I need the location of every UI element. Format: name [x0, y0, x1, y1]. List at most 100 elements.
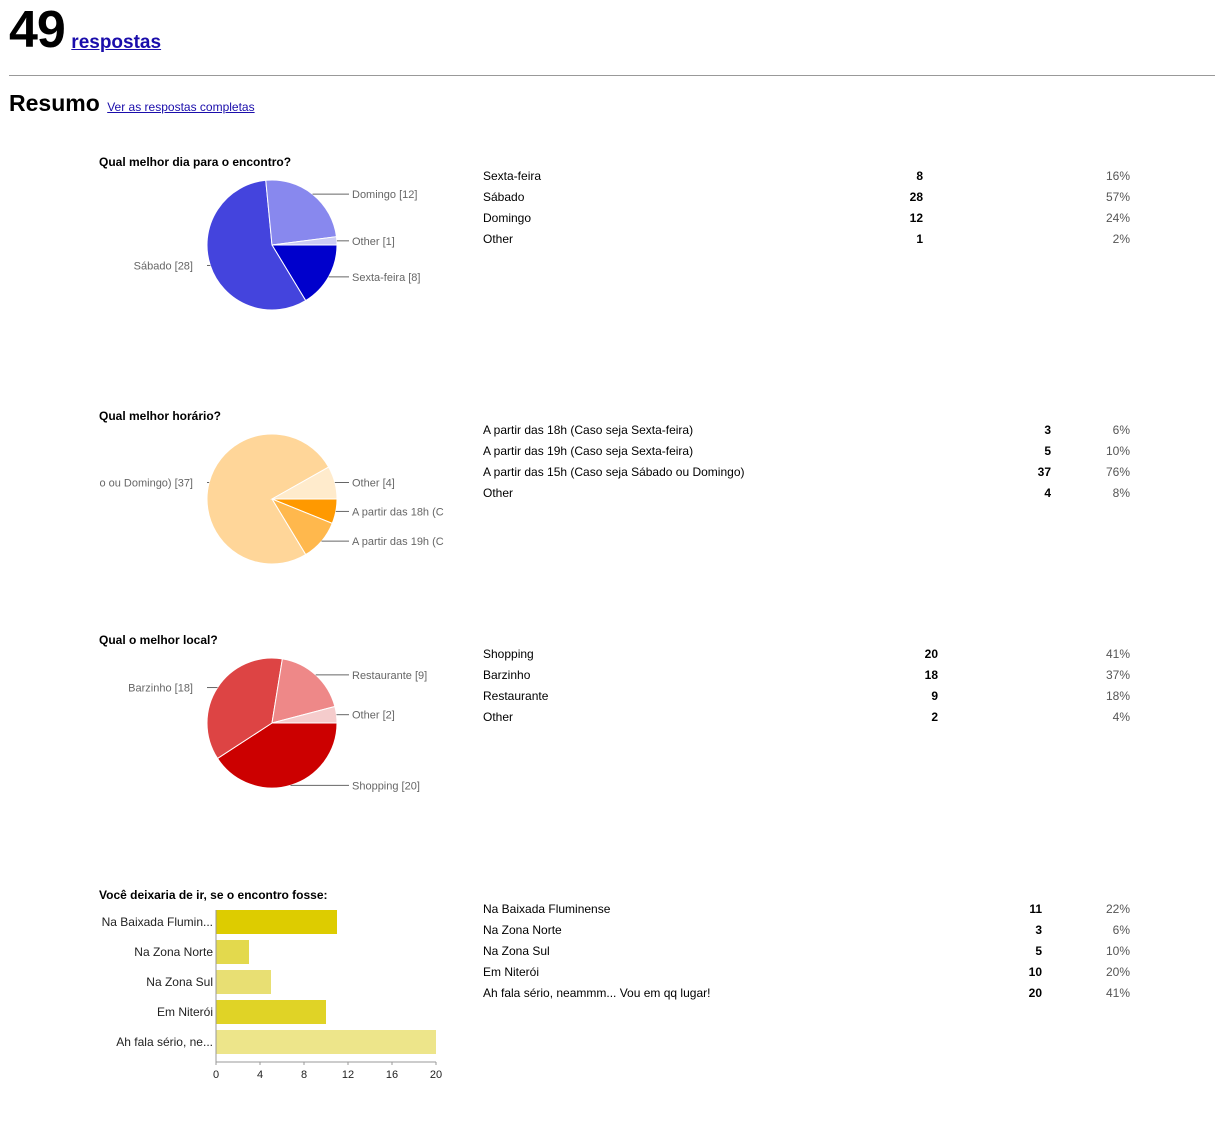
- result-percent: 20%: [1105, 965, 1130, 979]
- result-count: 5: [1035, 944, 1042, 958]
- result-percent: 6%: [1112, 923, 1130, 937]
- result-count: 20: [1028, 986, 1042, 1000]
- result-count: 37: [1037, 465, 1051, 479]
- result-count: 18: [924, 668, 938, 682]
- response-header: 49 respostas: [9, 4, 161, 56]
- responses-link[interactable]: respostas: [71, 32, 162, 53]
- question-title: Qual melhor dia para o encontro?: [99, 155, 292, 169]
- bar: [216, 940, 249, 964]
- x-tick-label: 12: [342, 1069, 354, 1081]
- bar-label: Na Zona Norte: [134, 945, 213, 959]
- pie-slice: [206, 433, 330, 565]
- result-label: Sábado: [483, 190, 525, 204]
- result-percent: 24%: [1105, 211, 1130, 225]
- bar-label: Ah fala sério, ne...: [116, 1035, 213, 1049]
- result-percent: 57%: [1105, 190, 1130, 204]
- result-label: Domingo: [483, 211, 532, 225]
- response-count: 49: [9, 1, 66, 59]
- result-percent: 6%: [1112, 423, 1130, 437]
- slice-label: Shopping [20]: [352, 780, 420, 792]
- result-percent: 22%: [1105, 902, 1130, 916]
- result-label: Other: [483, 232, 514, 246]
- slice-label: Other [4]: [352, 478, 395, 490]
- result-percent: 18%: [1105, 689, 1130, 703]
- result-count: 2: [931, 710, 938, 724]
- pie-slice: [265, 179, 338, 246]
- bar-chart-local-evitar: Na Baixada Flumin... Na Zona Norte Na Zona…: [102, 910, 442, 1081]
- result-label: A partir das 19h (Caso seja Sexta-feira): [483, 444, 694, 458]
- result-label: Ah fala sério, neammm... Vou em qq lugar…: [483, 986, 711, 1000]
- result-label: Na Zona Sul: [483, 944, 550, 958]
- question-title: Você deixaria de ir, se o encontro fosse…: [99, 888, 328, 902]
- result-percent: 16%: [1105, 169, 1130, 183]
- summary-header: Resumo Ver as respostas completas: [9, 90, 255, 117]
- pie-slice: [270, 466, 338, 500]
- slice-label: A partir das 19h (C: [352, 536, 444, 548]
- slice-label: Domingo [12]: [352, 189, 417, 201]
- question-title: Qual o melhor local?: [99, 633, 218, 647]
- result-count: 1: [916, 232, 923, 246]
- result-count: 28: [909, 190, 923, 204]
- result-count: 9: [931, 689, 938, 703]
- pie-chart-horario: A partir das 18h (C A partir das 19h (C o …: [99, 433, 444, 565]
- result-count: 4: [1044, 486, 1051, 500]
- pie-slice: [206, 657, 283, 760]
- result-count: 3: [1035, 923, 1042, 937]
- result-percent: 37%: [1105, 668, 1130, 682]
- result-count: 20: [924, 647, 938, 661]
- pie-slice: [206, 179, 307, 311]
- slice-label: Barzinho [18]: [128, 683, 193, 695]
- bar-label: Na Zona Sul: [146, 975, 213, 989]
- pie-slice: [271, 658, 336, 724]
- result-percent: 10%: [1105, 944, 1130, 958]
- bar: [216, 910, 337, 934]
- result-label: Em Niterói: [483, 965, 540, 979]
- slice-label: Sexta-feira [8]: [352, 272, 420, 284]
- slice-label: o ou Domingo) [37]: [99, 478, 193, 490]
- result-label: Barzinho: [483, 668, 531, 682]
- x-tick-label: 8: [301, 1069, 307, 1081]
- result-percent: 76%: [1105, 465, 1130, 479]
- result-count: 8: [916, 169, 923, 183]
- x-tick-label: 16: [386, 1069, 398, 1081]
- slice-label: Other [2]: [352, 710, 395, 722]
- full-responses-link[interactable]: Ver as respostas completas: [107, 100, 255, 114]
- slice-label: Restaurante [9]: [352, 670, 427, 682]
- result-label: Other: [483, 710, 514, 724]
- x-tick-label: 20: [430, 1069, 442, 1081]
- result-count: 12: [909, 211, 923, 225]
- result-label: Restaurante: [483, 689, 549, 703]
- result-percent: 41%: [1105, 986, 1130, 1000]
- slice-label: A partir das 18h (C: [352, 506, 444, 518]
- bar: [216, 1000, 326, 1024]
- result-label: Na Baixada Fluminense: [483, 902, 611, 916]
- pie-chart-local: Shopping [20] Barzinho [18] Restaurante [9…: [128, 657, 427, 792]
- result-percent: 41%: [1105, 647, 1130, 661]
- summary-title: Resumo: [9, 90, 100, 116]
- divider: [9, 75, 1215, 76]
- result-label: A partir das 15h (Caso seja Sábado ou Do…: [483, 465, 745, 479]
- result-label: Sexta-feira: [483, 169, 542, 183]
- result-label: A partir das 18h (Caso seja Sexta-feira): [483, 423, 694, 437]
- question-title: Qual melhor horário?: [99, 409, 222, 423]
- bar-label: Na Baixada Flumin...: [102, 915, 213, 929]
- result-percent: 2%: [1112, 232, 1130, 246]
- result-count: 3: [1044, 423, 1051, 437]
- result-label: Shopping: [483, 647, 534, 661]
- x-tick-label: 4: [257, 1069, 263, 1081]
- result-count: 5: [1044, 444, 1051, 458]
- bar-label: Em Niterói: [157, 1005, 213, 1019]
- slice-label: Other [1]: [352, 236, 395, 248]
- pie-slice: [271, 236, 338, 246]
- result-count: 10: [1028, 965, 1042, 979]
- result-percent: 8%: [1112, 486, 1130, 500]
- pie-chart-dia: Sexta-feira [8] Sábado [28] Domingo [12] Ot…: [134, 179, 420, 311]
- result-percent: 4%: [1112, 710, 1130, 724]
- result-label: Other: [483, 486, 514, 500]
- result-label: Na Zona Norte: [483, 923, 562, 937]
- bar: [216, 1030, 436, 1054]
- pie-slice: [271, 705, 338, 724]
- result-percent: 10%: [1105, 444, 1130, 458]
- bar: [216, 970, 271, 994]
- x-tick-label: 0: [213, 1069, 219, 1081]
